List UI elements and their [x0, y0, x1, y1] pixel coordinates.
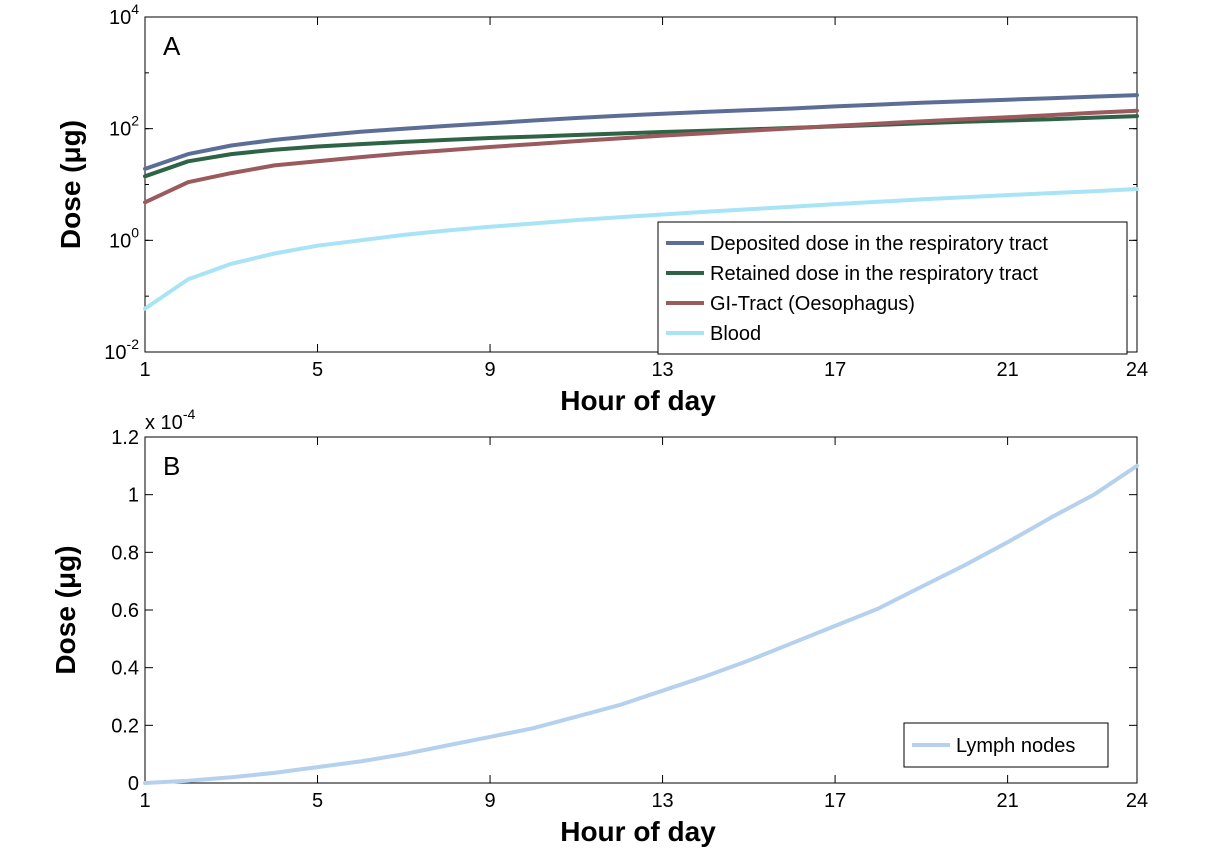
x-tick-label: 9 [484, 359, 495, 381]
legend-entry-blood: Blood [710, 323, 761, 345]
y-tick-label: 0.2 [111, 715, 139, 737]
y-multiplier-label: x 10-4 [145, 406, 195, 434]
y-axis-title: Dose (μg) [50, 545, 81, 674]
x-tick-label: 5 [312, 359, 323, 381]
x-tick-label: 1 [139, 790, 150, 812]
y-multiplier-base: x 10 [145, 412, 183, 434]
x-tick-label: 24 [1126, 790, 1148, 812]
x-axis-title: Hour of day [560, 816, 716, 847]
series-line-lymph-nodes [143, 463, 1139, 785]
panel-b: 1 5 9 13 17 21 24 0 0.2 0.4 0.6 0.8 1 1.2 x 10-4 B Hour … [50, 406, 1148, 847]
legend-entry-lymph-nodes: Lymph nodes [956, 735, 1075, 757]
y-tick-exponent: 2 [131, 113, 139, 129]
legend: Lymph nodes [903, 722, 1109, 768]
y-tick-label: 0.8 [111, 542, 139, 564]
series-line-blood [143, 187, 1139, 311]
y-tick-base: 10 [109, 119, 131, 141]
legend-entry-retained-dose-in-the-respiratory-tract: Retained dose in the respiratory tract [710, 263, 1038, 285]
x-tick-label: 24 [1126, 359, 1148, 381]
y-tick-label: 104 [109, 1, 139, 29]
y-multiplier-exponent: -4 [183, 406, 196, 422]
y-tick-exponent: -2 [127, 336, 140, 352]
legend-entry-gi-tract-oesophagus: GI-Tract (Oesophagus) [710, 293, 915, 315]
y-tick-exponent: 4 [131, 1, 139, 17]
x-tick-label: 17 [824, 359, 846, 381]
y-tick-label: 0 [128, 773, 139, 795]
panel-label: A [163, 31, 181, 61]
y-axis-title: Dose (μg) [55, 120, 86, 249]
y-tick-label: 10-2 [104, 336, 139, 364]
y-tick-label: 1.2 [111, 427, 139, 449]
x-tick-label: 9 [484, 790, 495, 812]
series-line-retained-dose-in-the-respiratory-tract [143, 114, 1139, 179]
x-tick-label: 5 [312, 790, 323, 812]
y-tick-exponent: 0 [131, 224, 139, 240]
series-line-gi-tract-oesophagus [143, 108, 1139, 205]
y-tick-label: 1 [128, 485, 139, 507]
panel-label: B [163, 451, 180, 481]
series-line-deposited-dose-in-the-respiratory-tract [143, 93, 1139, 171]
y-tick-label: 0.6 [111, 600, 139, 622]
x-tick-label: 13 [651, 790, 673, 812]
legend-box [657, 221, 1128, 355]
y-tick-label: 102 [109, 113, 139, 141]
y-tick-base: 10 [109, 7, 131, 29]
y-tick-base: 10 [109, 230, 131, 252]
y-tick-base: 10 [104, 342, 126, 364]
x-tick-label: 21 [996, 790, 1018, 812]
y-tick-label: 100 [109, 224, 139, 252]
x-axis-title: Hour of day [560, 385, 716, 416]
legend: Deposited dose in the respiratory tract R… [657, 221, 1128, 355]
x-tick-label: 17 [824, 790, 846, 812]
y-tick-label: 0.4 [111, 658, 139, 680]
x-tick-label: 1 [139, 359, 150, 381]
x-tick-label: 13 [651, 359, 673, 381]
legend-entry-deposited-dose-in-the-respiratory-tract: Deposited dose in the respiratory tract [710, 233, 1048, 255]
x-tick-label: 21 [996, 359, 1018, 381]
